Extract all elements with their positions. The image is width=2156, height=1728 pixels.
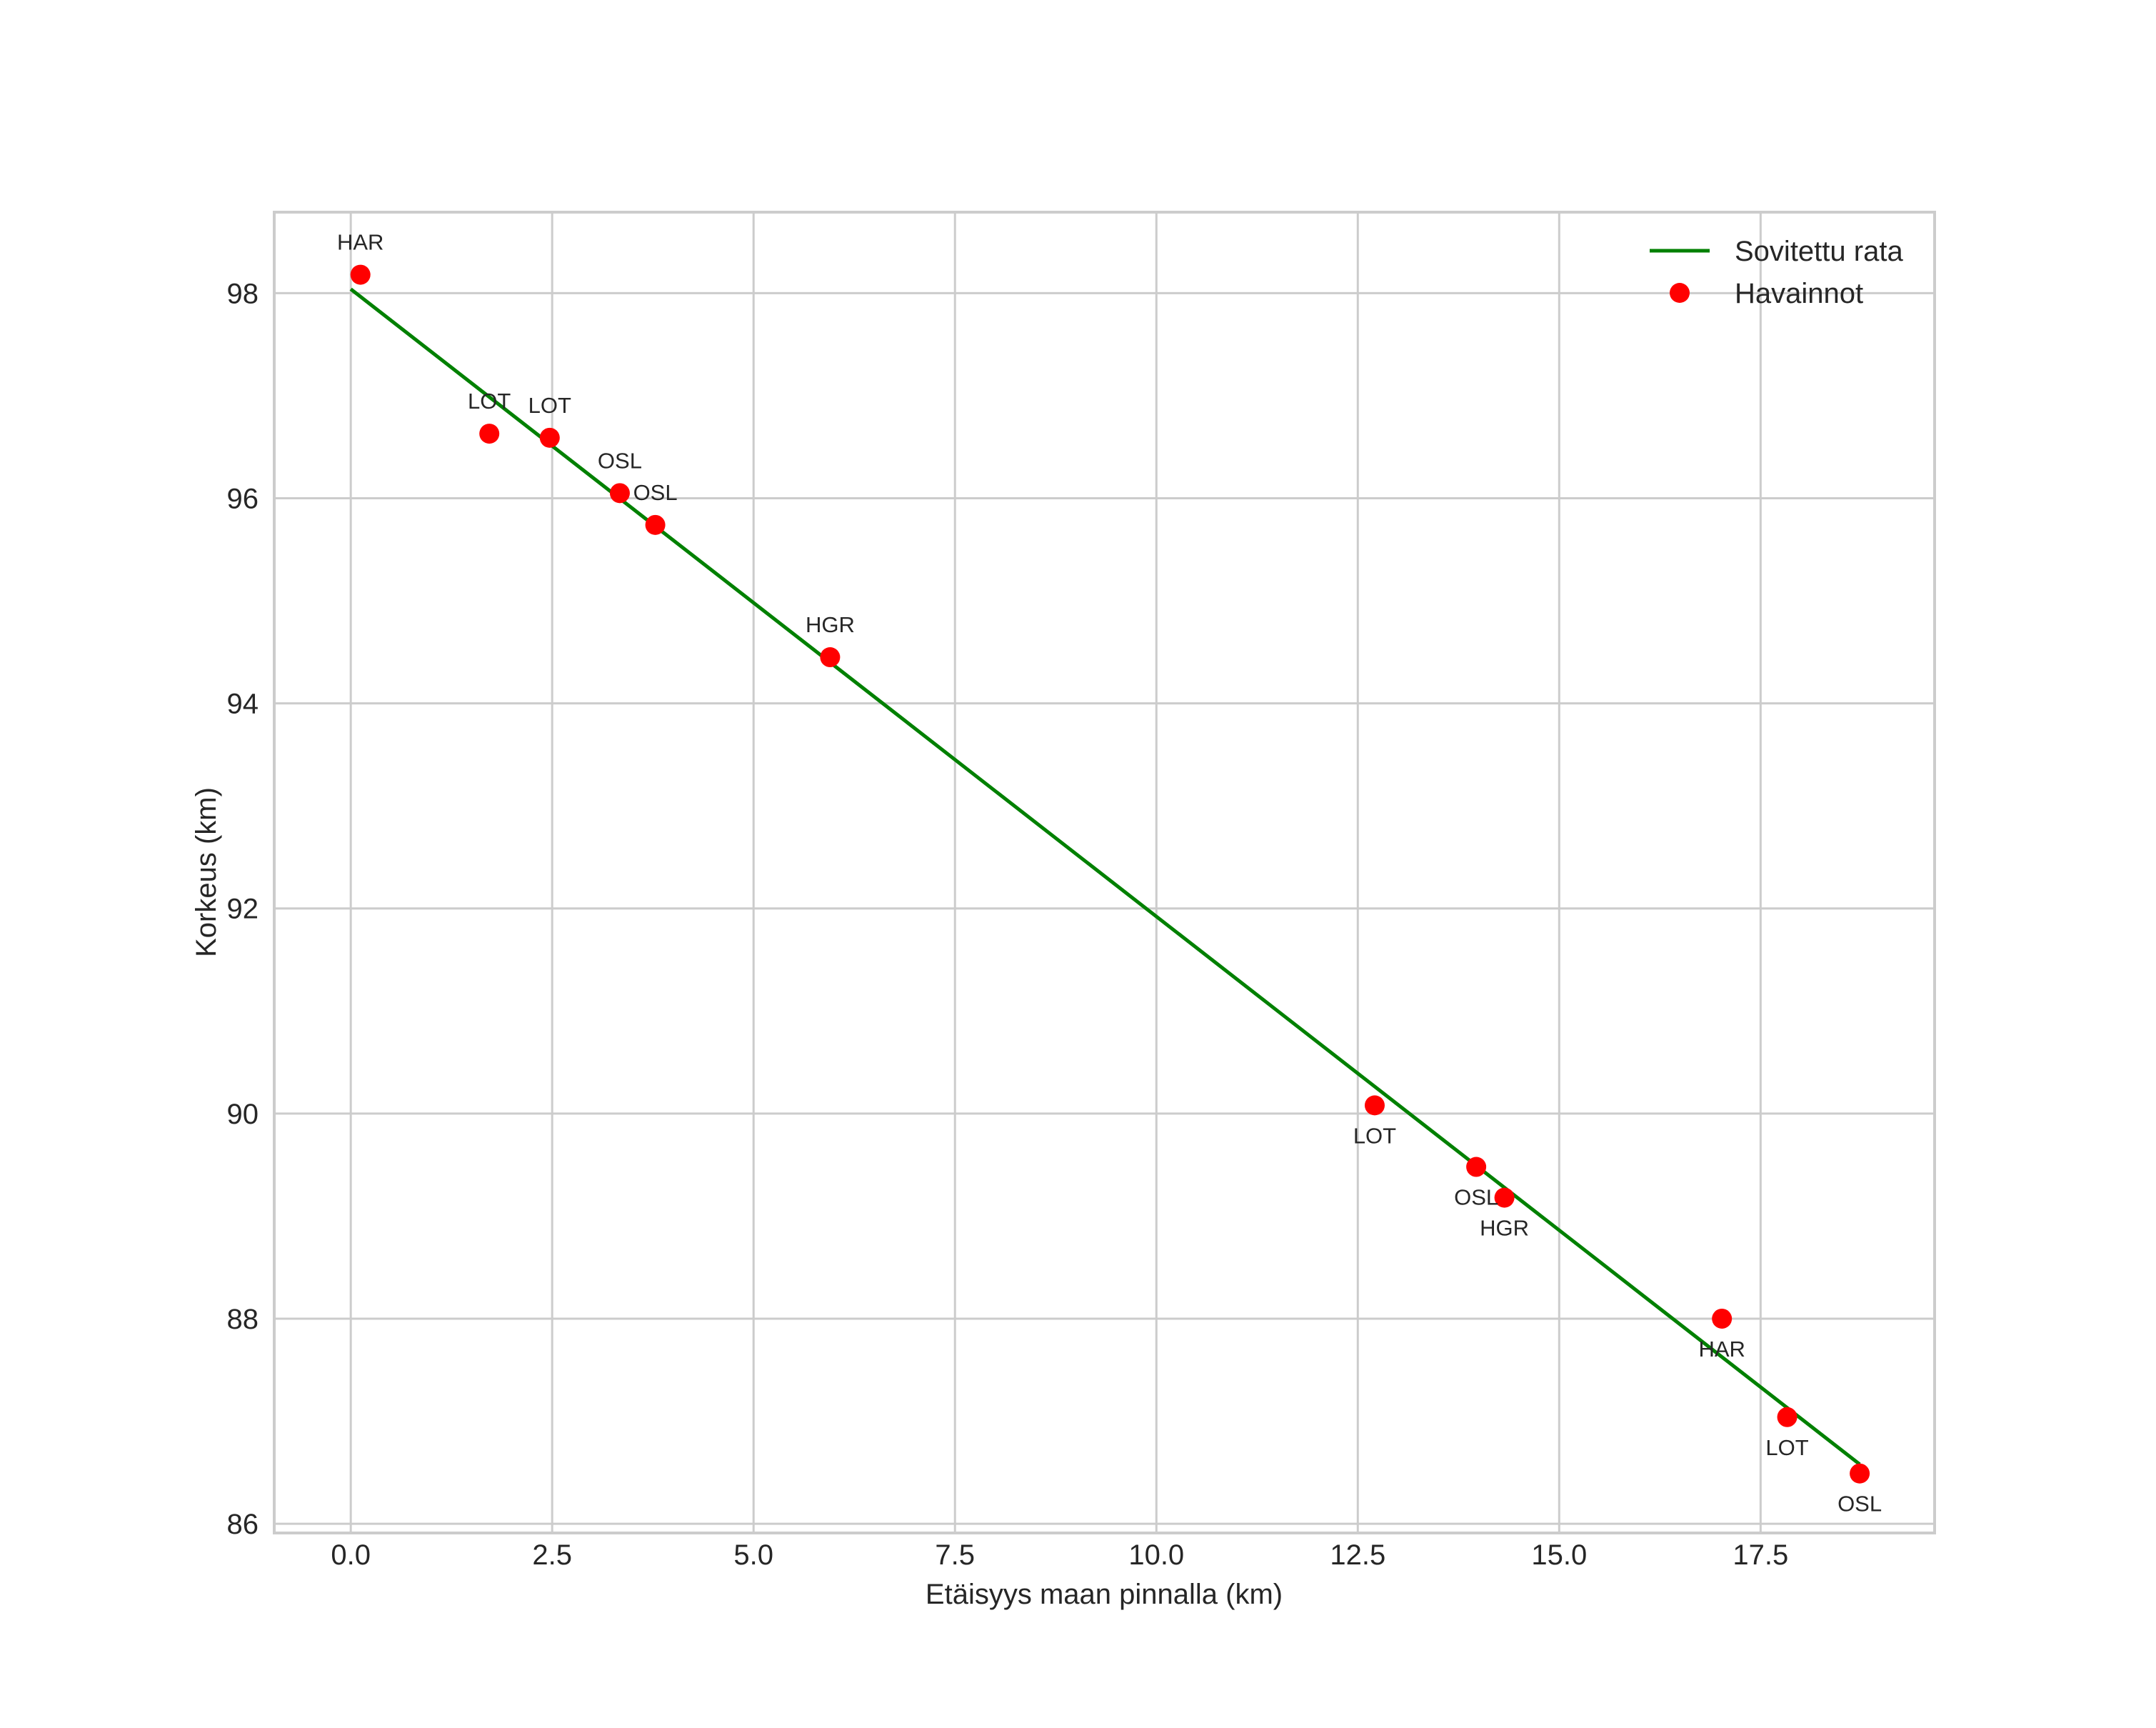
observation-marker (1364, 1095, 1385, 1116)
y-tick-label: 92 (227, 894, 259, 925)
y-gridlines (274, 291, 1935, 1525)
y-tick-label: 98 (227, 278, 259, 309)
x-tick-label: 15.0 (1531, 1539, 1587, 1571)
station-label: HAR (1698, 1337, 1745, 1362)
x-tick-label: 5.0 (733, 1539, 773, 1571)
station-label: HGR (806, 612, 855, 637)
legend-label-fit: Sovitettu rata (1735, 236, 1903, 267)
station-label: HAR (337, 230, 383, 255)
y-tick-labels: 86 88 90 92 94 96 98 (227, 278, 259, 1540)
observation-marker (645, 514, 666, 535)
x-tick-label: 10.0 (1128, 1539, 1184, 1571)
y-tick-label: 90 (227, 1099, 259, 1130)
observation-marker (609, 483, 630, 504)
axes-background (274, 212, 1935, 1533)
station-label: OSL (1454, 1185, 1498, 1210)
x-tick-label: 17.5 (1733, 1539, 1788, 1571)
x-tick-label: 7.5 (935, 1539, 975, 1571)
x-tick-label: 2.5 (532, 1539, 572, 1571)
station-label: OSL (598, 448, 642, 473)
observation-marker (1777, 1407, 1797, 1427)
y-tick-label: 86 (227, 1509, 259, 1540)
x-tick-label: 0.0 (331, 1539, 371, 1571)
observation-marker (479, 424, 500, 444)
station-label: LOT (1353, 1123, 1396, 1148)
observation-marker (820, 647, 841, 668)
y-tick-label: 94 (227, 689, 259, 720)
x-tick-labels: 0.0 2.5 5.0 7.5 10.0 12.5 15.0 17.5 (331, 1539, 1788, 1571)
legend-marker-icon (1670, 283, 1690, 303)
legend-label-observations: Havainnot (1735, 278, 1863, 309)
y-axis-label: Korkeus (km) (191, 787, 222, 957)
x-axis-label: Etäisyys maan pinnalla (km) (926, 1579, 1283, 1610)
axes-frame (273, 211, 1936, 1534)
station-label: HGR (1480, 1216, 1529, 1241)
observation-marker (539, 427, 560, 448)
station-label: LOT (468, 389, 511, 414)
observation-marker (1850, 1463, 1870, 1484)
observation-marker (1466, 1157, 1487, 1177)
y-tick-label: 96 (227, 484, 259, 515)
observation-marker (1494, 1187, 1515, 1208)
x-tick-label: 12.5 (1330, 1539, 1385, 1571)
point-annotations: HAR LOT LOT OSL OSL HGR LOT OSL HGR HAR LOT OSL (337, 230, 1882, 1517)
legend: Sovitettu rata Havainnot (1650, 236, 1903, 309)
station-label: OSL (633, 480, 678, 505)
station-label: LOT (528, 393, 571, 418)
plot-area: HAR LOT LOT OSL OSL HGR LOT OSL HGR HAR LOT OSL (273, 211, 1936, 1534)
station-label: LOT (1765, 1435, 1808, 1460)
y-tick-label: 88 (227, 1304, 259, 1335)
observation-marker (350, 264, 371, 285)
station-label: OSL (1837, 1492, 1882, 1517)
observation-points (350, 264, 1870, 1484)
observation-marker (1712, 1308, 1733, 1329)
fitted-trajectory-line (349, 287, 1861, 1466)
